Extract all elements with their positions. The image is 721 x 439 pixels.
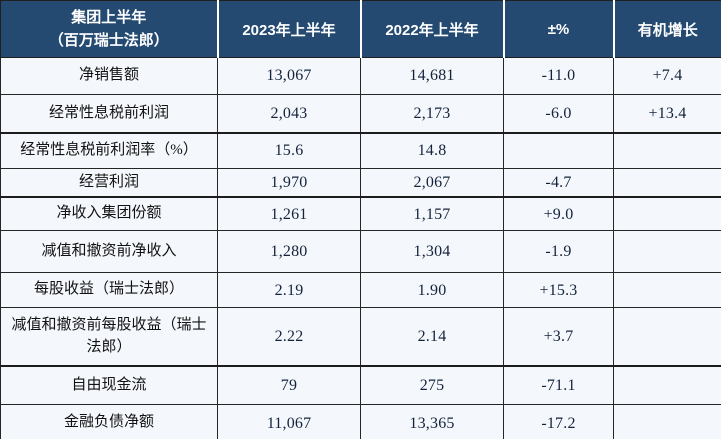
value-2023-cell: 1,970 [217,168,361,198]
value-2022-cell: 2.14 [360,307,504,367]
organic-growth-cell [613,404,721,439]
table-row: 经营利润 1,970 2,067 -4.7 [0,168,721,198]
header-col-2022: 2022年上半年 [359,0,504,58]
row-label-cell: 经常性息税前利润率（%） [0,132,218,169]
header-group-unit: （百万瑞士法郎） [48,32,169,49]
pct-change-cell: +15.3 [503,272,614,309]
row-label-cell: 减值和撤资前净收入 [0,230,218,274]
value-2022-cell: 14,681 [360,57,504,95]
organic-growth-cell [613,196,721,232]
pct-change-cell: -6.0 [503,94,614,134]
table-row: 经常性息税前利润 2,043 2,173 -6.0 +13.4 [0,94,721,134]
organic-growth-cell [613,168,721,198]
table-row: 净收入集团份额 1,261 1,157 +9.0 [0,196,721,232]
value-2023-cell: 15.6 [217,132,361,169]
header-col-2023: 2023年上半年 [216,0,361,58]
value-2023-cell: 13,067 [217,57,361,95]
table-row: 每股收益（瑞士法郎） 2.19 1.90 +15.3 [0,272,721,309]
value-2022-cell: 2,173 [360,94,504,134]
table-body: 净销售额 13,067 14,681 -11.0 +7.4 经常性息税前利润 2… [0,57,721,439]
pct-change-cell: +9.0 [503,196,614,232]
pct-change-cell: -11.0 [503,57,614,95]
row-label-cell: 经常性息税前利润 [0,94,218,134]
pct-change-cell: -4.7 [503,168,614,198]
row-label-cell: 金融负债净额 [0,404,218,439]
row-label-cell: 每股收益（瑞士法郎） [0,272,218,309]
table-row: 金融负债净额 11,067 13,365 -17.2 [0,404,721,439]
value-2023-cell: 1,280 [217,230,361,274]
header-group-title: 集团上半年 [71,8,147,26]
table-row: 净销售额 13,067 14,681 -11.0 +7.4 [0,57,721,95]
organic-growth-cell [613,132,721,169]
value-2023-cell: 11,067 [217,404,361,439]
value-2022-cell: 1,157 [360,196,504,232]
value-2022-cell: 275 [360,365,504,406]
pct-change-cell: -71.1 [503,365,614,406]
value-2023-cell: 2.22 [217,307,361,367]
header-row: 集团上半年 （百万瑞士法郎） 2023年上半年 2022年上半年 ±% 有机增长 [0,0,721,58]
table-row: 减值和撤资前每股收益（瑞士法郎） 2.22 2.14 +3.7 [0,307,721,367]
row-label-cell: 减值和撤资前每股收益（瑞士法郎） [0,307,218,367]
value-2023-cell: 2.19 [217,272,361,309]
value-2023-cell: 79 [217,365,361,406]
header-group-metric: 集团上半年 （百万瑞士法郎） [0,0,218,58]
header-col-pct-change: ±% [502,0,614,58]
value-2023-cell: 1,261 [217,196,361,232]
table-row: 减值和撤资前净收入 1,280 1,304 -1.9 [0,230,721,274]
pct-change-cell: +3.7 [503,307,614,367]
pct-change-cell [503,132,614,169]
row-label-cell: 净销售额 [0,57,218,95]
organic-growth-cell: +13.4 [613,94,721,134]
organic-growth-cell: +7.4 [613,57,721,95]
value-2022-cell: 14.8 [360,132,504,169]
pct-change-cell: -17.2 [503,404,614,439]
header-col-organic-growth: 有机增长 [612,0,721,58]
organic-growth-cell [613,230,721,274]
organic-growth-cell [613,272,721,309]
table-header: 集团上半年 （百万瑞士法郎） 2023年上半年 2022年上半年 ±% 有机增长 [0,0,721,58]
value-2022-cell: 1.90 [360,272,504,309]
row-label-cell: 自由现金流 [0,365,218,406]
value-2022-cell: 2,067 [360,168,504,198]
row-label-cell: 经营利润 [0,168,218,198]
row-label-cell: 净收入集团份额 [0,196,218,232]
value-2022-cell: 13,365 [360,404,504,439]
table-row: 经常性息税前利润率（%） 15.6 14.8 [0,132,721,169]
table-row: 自由现金流 79 275 -71.1 [0,365,721,406]
organic-growth-cell [613,307,721,367]
value-2022-cell: 1,304 [360,230,504,274]
value-2023-cell: 2,043 [217,94,361,134]
pct-change-cell: -1.9 [503,230,614,274]
organic-growth-cell [613,365,721,406]
